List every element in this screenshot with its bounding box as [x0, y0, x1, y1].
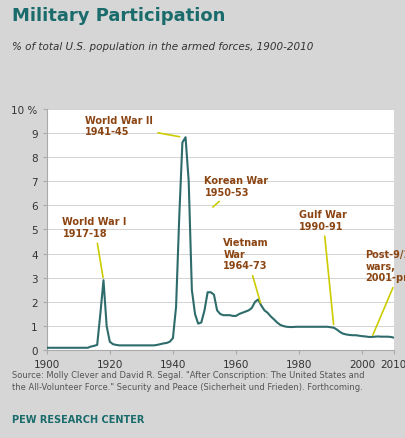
Text: Military Participation: Military Participation	[12, 7, 225, 25]
Text: Source: Molly Clever and David R. Segal. "After Conscription: The United States : Source: Molly Clever and David R. Segal.…	[12, 370, 364, 391]
Text: PEW RESEARCH CENTER: PEW RESEARCH CENTER	[12, 414, 144, 424]
Text: % of total U.S. population in the armed forces, 1900-2010: % of total U.S. population in the armed …	[12, 42, 313, 52]
Text: World War II
1941-45: World War II 1941-45	[84, 116, 179, 138]
Text: Post-9/11
wars,
2001-present: Post-9/11 wars, 2001-present	[364, 250, 405, 336]
Text: Korean War
1950-53: Korean War 1950-53	[204, 176, 268, 208]
Text: Gulf War
1990-91: Gulf War 1990-91	[298, 209, 346, 325]
Text: Vietnam
War
1964-73: Vietnam War 1964-73	[223, 237, 269, 303]
Text: World War I
1917-18: World War I 1917-18	[62, 217, 126, 278]
